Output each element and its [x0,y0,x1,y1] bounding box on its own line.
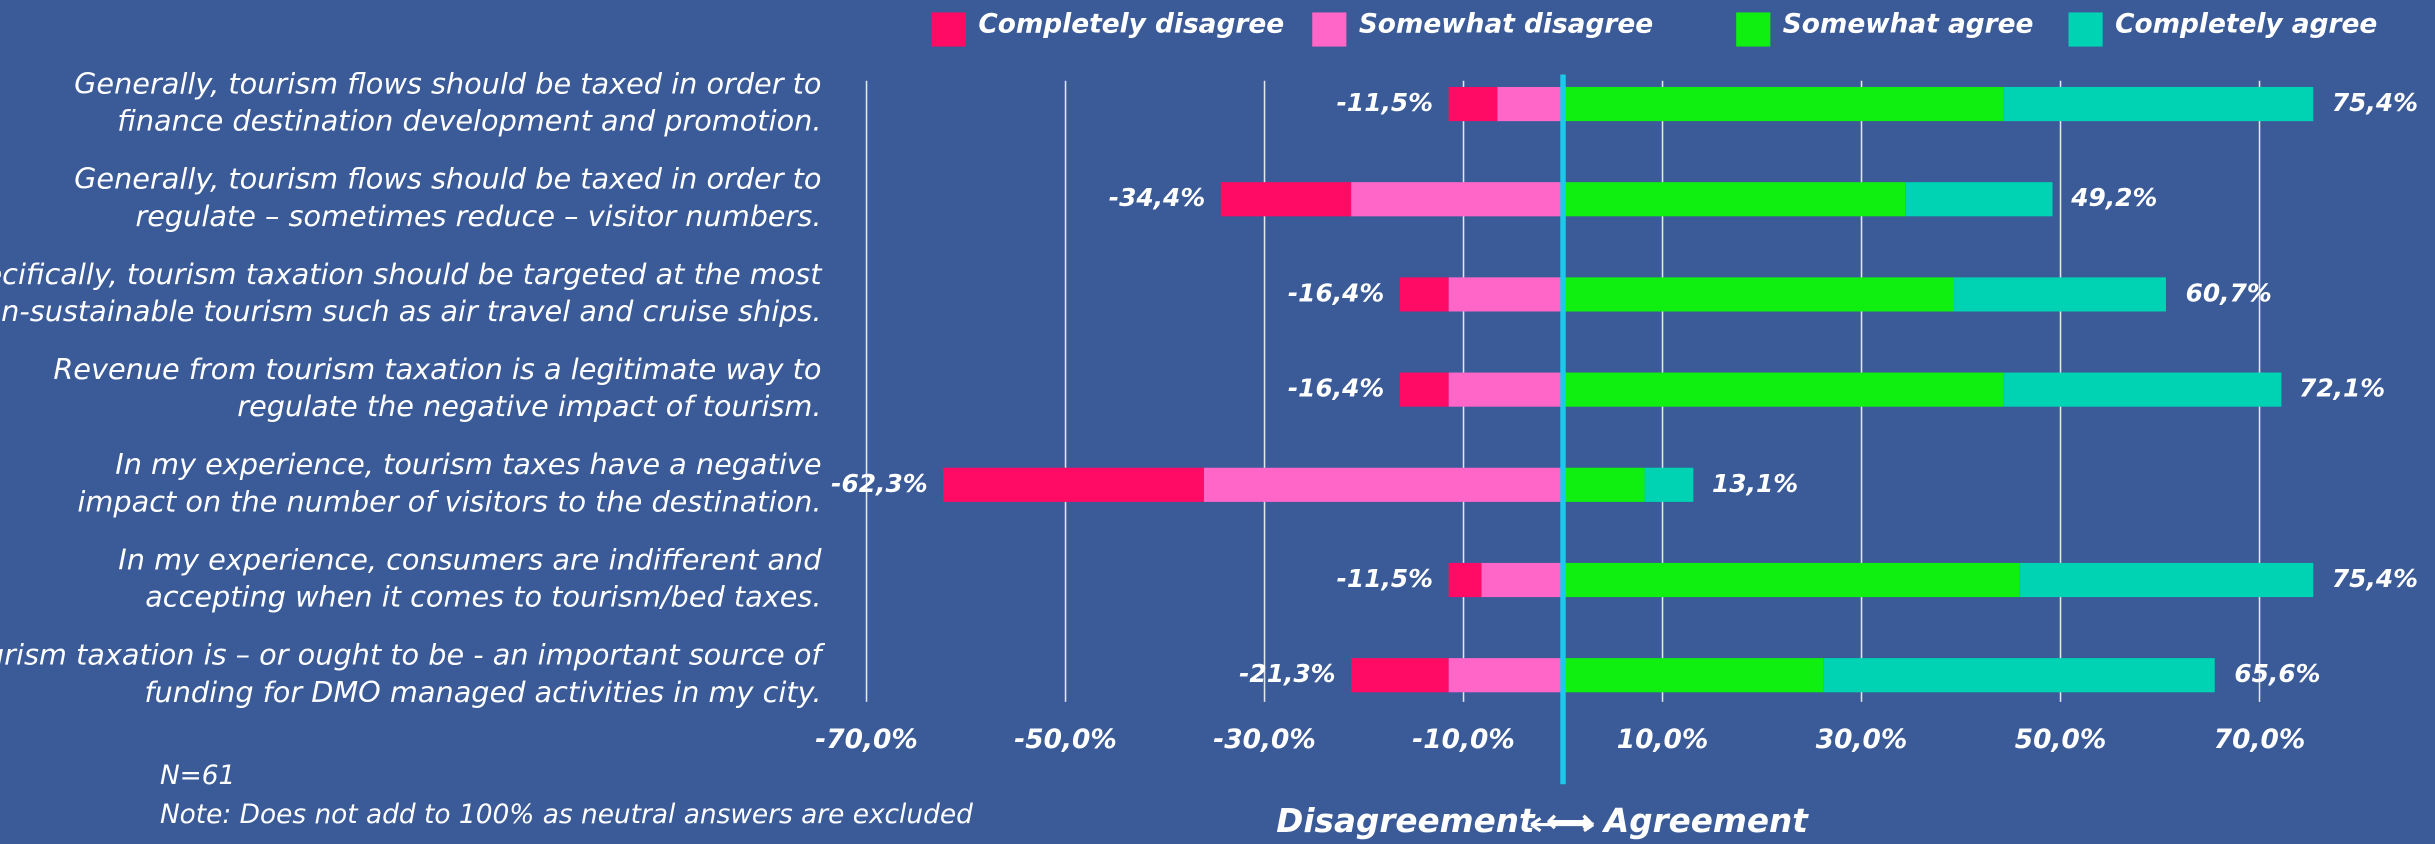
value-label: 75,4% [2332,564,2418,593]
bar-segment [1905,182,2053,217]
category-label: accepting when it comes to tourism/bed t… [145,580,821,614]
note: N=61 [160,761,235,791]
legend-label: Somewhat agree [1783,9,2034,39]
x-tick-label: -50,0% [1014,725,1116,755]
legend-label: Completely disagree [978,9,1284,39]
bar-segment [1481,562,1564,598]
category-label: Revenue from tourism taxation is a legit… [53,352,821,386]
note: Note: Does not add to 100% as neutral an… [160,800,973,830]
legend-swatch [1312,12,1347,47]
x-tick-label: -70,0% [815,725,917,755]
legend-swatch [931,12,966,47]
bar-segment [1448,658,1564,693]
legend-swatch [2068,12,2103,47]
legend-label: Somewhat disagree [1359,9,1653,39]
category-label: regulate – sometimes reduce – visitor nu… [135,199,821,233]
value-label: -11,5% [1337,88,1433,117]
x-tick-label: -30,0% [1213,725,1315,755]
bar-segment [1497,86,1564,122]
x-tick-label: 50,0% [2015,725,2107,755]
x-tick-label: -10,0% [1412,725,1514,755]
value-label: -62,3% [831,469,927,498]
value-label: -21,3% [1239,659,1335,688]
bar-segment [1644,467,1694,502]
bar-segment [1563,658,1824,693]
category-label: finance destination development and prom… [117,104,821,138]
category-label: funding for DMO managed activities in my… [144,675,821,709]
value-label: -16,4% [1288,278,1384,307]
legend-label: Completely agree [2115,9,2377,39]
category-label: non-sustainable tourism such as air trav… [0,294,822,328]
category-label: Tourism taxation is – or ought to be - a… [0,638,825,672]
x-tick-label: 30,0% [1816,725,1908,755]
bar-segment [1563,562,2020,598]
value-label: 60,7% [2186,278,2272,307]
category-label: Specifically, tourism taxation should be… [0,257,823,291]
bar-segment [943,467,1204,502]
bar-segment [1563,372,2004,407]
x-tick-label: 70,0% [2214,725,2306,755]
bar-segment [1823,658,2215,693]
category-label: In my experience, tourism taxes have a n… [115,447,821,481]
category-label: Generally, tourism flows should be taxed… [74,66,821,100]
bar-segment [1351,182,1564,217]
bar-segment [1448,277,1564,312]
category-label: Generally, tourism flows should be taxed… [74,162,821,196]
bar-segment [1563,467,1645,502]
bar-segment [1448,86,1498,122]
value-label: 49,2% [2070,183,2157,212]
value-label: -34,4% [1109,183,1205,212]
x-axis-label: Disagreement ⟷ Agreement [1276,802,1809,840]
bar-segment [1954,277,2166,312]
category-label: impact on the number of visitors to the … [77,484,821,518]
bar-segment [1399,372,1449,407]
bar-segment [1448,372,1564,407]
bar-segment [1399,277,1449,312]
arrow [1530,817,1595,833]
bar-segment [2003,86,2314,122]
value-label: 65,6% [2234,659,2320,688]
legend-swatch [1736,12,1771,47]
bar-segment [1220,182,1352,217]
value-label: -16,4% [1288,374,1384,403]
category-label: regulate the negative impact of tourism. [237,389,821,423]
bar-segment [1563,182,1906,217]
value-label: -11,5% [1337,564,1433,593]
bar-segment [1351,658,1449,693]
category-label: In my experience, consumers are indiffer… [118,542,822,576]
bar-segment [2019,562,2314,598]
value-label: 75,4% [2332,88,2418,117]
x-tick-label: 10,0% [1617,725,1709,755]
bar-segment [2003,372,2282,407]
bar-segment [1563,86,2004,122]
bar-segment [1448,562,1482,598]
bar-segment [1203,467,1564,502]
bar-segment [1563,277,1955,312]
value-label: 72,1% [2299,374,2385,403]
value-label: 13,1% [1712,469,1798,498]
